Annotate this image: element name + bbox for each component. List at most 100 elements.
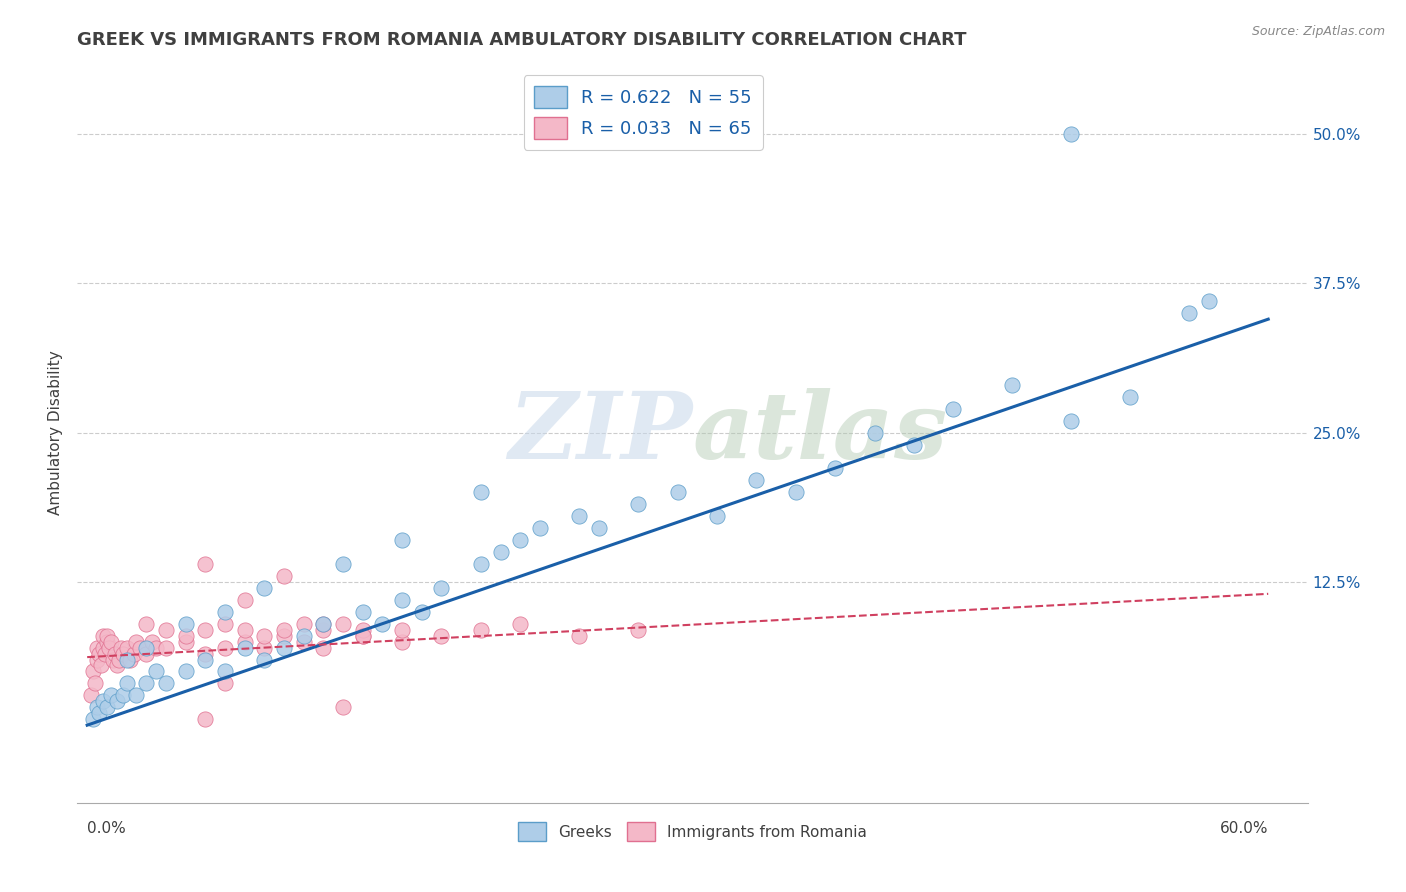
Text: GREEK VS IMMIGRANTS FROM ROMANIA AMBULATORY DISABILITY CORRELATION CHART: GREEK VS IMMIGRANTS FROM ROMANIA AMBULAT… (77, 31, 967, 49)
Point (903, 437, 925, 451)
Point (489, 545, 512, 559)
Point (824, 461, 846, 475)
Point (135, 616, 157, 631)
Point (87, 647, 110, 661)
Point (90, 658, 112, 673)
Point (145, 640, 167, 655)
Point (135, 647, 157, 661)
Text: 60.0%: 60.0% (1220, 821, 1268, 836)
Point (141, 634, 163, 648)
Point (96, 634, 118, 648)
Point (155, 676, 177, 690)
Point (174, 616, 197, 631)
Point (120, 652, 142, 666)
Point (135, 676, 157, 690)
Point (101, 652, 124, 666)
Point (745, 474, 768, 488)
Point (371, 616, 394, 631)
Point (509, 533, 531, 547)
Point (91, 629, 114, 643)
Point (292, 634, 315, 648)
Point (214, 605, 236, 619)
Point (91, 694, 114, 708)
Point (470, 557, 492, 571)
Point (1198, 294, 1220, 309)
Point (352, 605, 374, 619)
Point (194, 623, 217, 637)
Point (273, 569, 295, 583)
Point (233, 634, 256, 648)
Point (155, 640, 177, 655)
Point (470, 623, 492, 637)
Point (174, 665, 197, 679)
Point (115, 676, 138, 690)
Point (86, 652, 108, 666)
Point (100, 689, 122, 703)
Point (194, 557, 217, 571)
Point (111, 647, 134, 661)
Point (82, 665, 104, 679)
Point (588, 521, 610, 535)
Point (214, 665, 236, 679)
Point (1119, 390, 1142, 404)
Point (430, 581, 453, 595)
Point (82, 712, 104, 726)
Point (124, 647, 146, 661)
Point (214, 640, 236, 655)
Point (100, 634, 122, 648)
Point (253, 581, 276, 595)
Point (568, 629, 591, 643)
Point (391, 592, 413, 607)
Point (214, 676, 236, 690)
Point (194, 652, 217, 666)
Point (125, 689, 148, 703)
Point (233, 592, 256, 607)
Point (107, 652, 129, 666)
Point (785, 485, 807, 500)
Point (332, 700, 354, 714)
Point (312, 616, 335, 631)
Point (292, 629, 315, 643)
Point (129, 640, 152, 655)
Point (1001, 377, 1024, 392)
Text: Source: ZipAtlas.com: Source: ZipAtlas.com (1251, 25, 1385, 38)
Point (352, 629, 374, 643)
Point (194, 647, 217, 661)
Point (529, 521, 551, 535)
Point (115, 640, 138, 655)
Point (86, 700, 108, 714)
Point (942, 401, 965, 416)
Point (411, 605, 433, 619)
Point (174, 629, 197, 643)
Point (105, 658, 128, 673)
Point (96, 629, 118, 643)
Point (111, 689, 134, 703)
Point (84, 676, 107, 690)
Point (1060, 127, 1083, 141)
Point (97, 640, 120, 655)
Point (352, 629, 374, 643)
Point (627, 623, 650, 637)
Point (627, 497, 650, 511)
Point (312, 616, 335, 631)
Point (292, 616, 315, 631)
Point (104, 647, 127, 661)
Point (96, 700, 118, 714)
Point (1060, 414, 1083, 428)
Point (194, 712, 217, 726)
Point (253, 652, 276, 666)
Point (214, 616, 236, 631)
Point (145, 665, 167, 679)
Y-axis label: Ambulatory Disability: Ambulatory Disability (48, 351, 63, 515)
Point (391, 533, 413, 547)
Point (273, 640, 295, 655)
Point (115, 652, 138, 666)
Point (352, 623, 374, 637)
Point (86, 640, 108, 655)
Text: ZIP: ZIP (508, 388, 693, 477)
Point (1178, 306, 1201, 320)
Point (430, 629, 453, 643)
Point (253, 629, 276, 643)
Point (312, 640, 335, 655)
Point (666, 485, 689, 500)
